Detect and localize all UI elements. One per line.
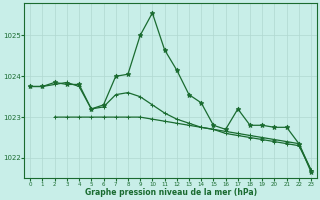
X-axis label: Graphe pression niveau de la mer (hPa): Graphe pression niveau de la mer (hPa) bbox=[84, 188, 257, 197]
